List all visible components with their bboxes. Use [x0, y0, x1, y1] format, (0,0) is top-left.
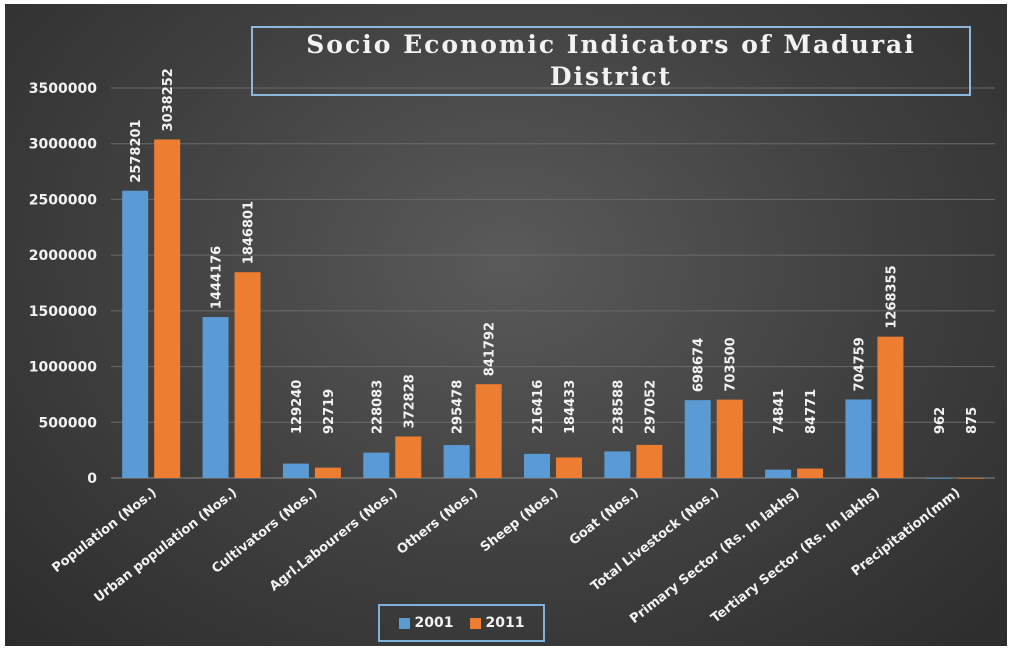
- bar-2011-2: [314, 467, 341, 478]
- bar-2001-8: [765, 469, 792, 478]
- data-labels: 2578201 3038252 1444176 1846801 129240 92719 2…: [129, 68, 980, 434]
- bar-2011-9: [877, 336, 904, 478]
- data-label: 297052: [643, 380, 658, 434]
- legend-item-2001: 2001: [398, 615, 454, 631]
- legend: 2001 2011: [378, 604, 545, 642]
- bar-2001-7: [684, 400, 711, 478]
- y-axis-ticks: 0 500000 1000000 1500000 2000000 2500000 30000…: [29, 81, 97, 487]
- chart-frame: 0 500000 1000000 1500000 2000000 2500000 30000…: [5, 4, 1007, 646]
- y-tick-label: 500000: [39, 415, 98, 431]
- category-label: Total Livestock (Nos.): [588, 485, 722, 594]
- data-label: 3038252: [161, 68, 176, 131]
- bar-2001-9: [845, 399, 872, 478]
- y-tick-label: 1500000: [29, 304, 97, 320]
- legend-label-2011: 2011: [485, 615, 525, 631]
- data-label: 841792: [483, 322, 498, 376]
- bar-2011-5: [556, 457, 582, 478]
- data-label: 74841: [772, 389, 787, 434]
- bar-2001-3: [363, 452, 390, 478]
- data-label: 184433: [563, 380, 578, 434]
- legend-label-2001: 2001: [414, 615, 454, 631]
- category-label: Others (Nos.): [394, 485, 481, 557]
- legend-swatch-2011: [469, 617, 481, 629]
- y-tick-label: 2000000: [29, 248, 97, 264]
- y-tick-label: 0: [87, 471, 97, 487]
- bar-2011-4: [475, 384, 502, 478]
- data-label: 228083: [370, 380, 385, 434]
- data-label: 703500: [724, 337, 739, 391]
- bar-2001-5: [524, 453, 550, 478]
- data-label: 129240: [290, 380, 305, 434]
- chart-title-box: Socio Economic Indicators of Madurai Dis…: [251, 26, 971, 96]
- category-label: Sheep (Nos.): [478, 485, 562, 555]
- category-label: Tertiary Sector (Rs. In lakhs): [708, 485, 883, 626]
- data-label: 84771: [804, 389, 819, 434]
- bar-2011-6: [636, 444, 663, 478]
- bar-2011-1: [234, 272, 261, 478]
- bar-2001-10: [925, 477, 952, 479]
- chart-title: Socio Economic Indicators of Madurai Dis…: [306, 30, 916, 91]
- bars: [122, 139, 984, 479]
- legend-item-2011: 2011: [469, 615, 525, 631]
- category-label: Primary Sector (Rs. In lakhs): [627, 485, 802, 627]
- data-label: 962: [933, 407, 948, 434]
- bar-2011-0: [154, 139, 181, 479]
- y-tick-label: 1000000: [29, 360, 97, 376]
- data-label: 372828: [402, 374, 417, 428]
- bar-2011-3: [395, 436, 422, 478]
- bar-2001-0: [122, 190, 149, 478]
- bar-2001-4: [443, 445, 470, 478]
- category-label: Goat (Nos.): [567, 485, 642, 548]
- bar-2011-8: [797, 468, 824, 478]
- bar-chart: 0 500000 1000000 1500000 2000000 2500000 30000…: [29, 68, 995, 627]
- y-tick-label: 3000000: [29, 137, 97, 153]
- y-tick-label: 3500000: [29, 81, 97, 97]
- data-label: 1268355: [884, 265, 899, 328]
- bar-2011-7: [716, 399, 743, 478]
- bar-2011-10: [957, 477, 984, 479]
- data-label: 216416: [531, 380, 546, 434]
- data-label: 875: [965, 407, 980, 434]
- data-label: 295478: [451, 380, 466, 434]
- data-label: 238588: [611, 380, 626, 434]
- data-label: 704759: [852, 337, 867, 391]
- category-label: Urban population (Nos.): [92, 485, 240, 606]
- y-tick-label: 2500000: [29, 192, 97, 208]
- data-label: 92719: [322, 389, 337, 434]
- data-label: 698674: [692, 338, 707, 392]
- bar-2001-2: [282, 463, 309, 478]
- bar-2001-1: [202, 317, 229, 478]
- data-label: 2578201: [129, 119, 144, 182]
- legend-swatch-2001: [398, 617, 410, 629]
- category-label: Agrl.Labourers (Nos.): [267, 485, 401, 594]
- data-label: 1444176: [210, 246, 225, 309]
- data-label: 1846801: [242, 201, 257, 264]
- bar-2001-6: [604, 451, 631, 478]
